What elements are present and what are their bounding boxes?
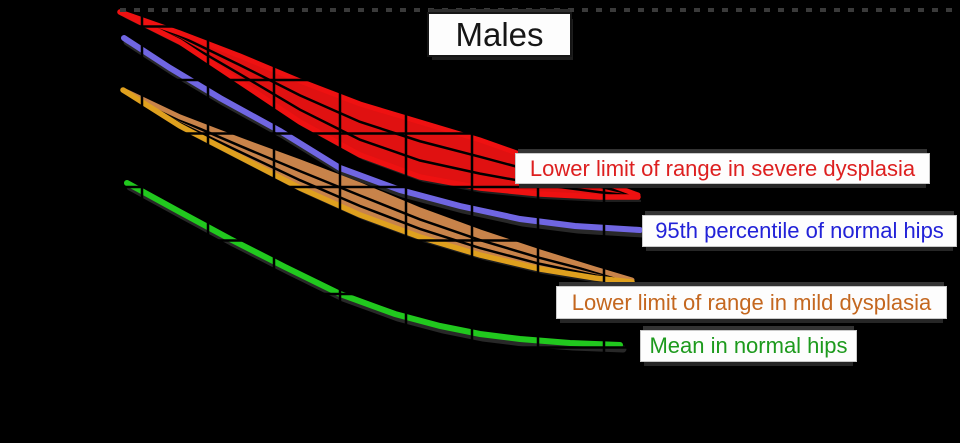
severe-hatch-line (119, 10, 639, 198)
mild-upper-edge-line (120, 87, 635, 283)
mean-line (124, 180, 623, 348)
legend-label-95th-percentile: 95th percentile of normal hips (642, 215, 957, 247)
legend-label-mild-text: Lower limit of range in mild dysplasia (571, 289, 932, 315)
chart-title-box: Males (427, 12, 572, 57)
legend-label-severe-dysplasia: Lower limit of range in severe dysplasia (515, 153, 930, 184)
legend-label-mean-text: Mean in normal hips (649, 333, 848, 358)
mild-lower-limit-line (120, 87, 635, 285)
chart-title: Males (455, 16, 544, 53)
severe-lower-limit-line (117, 9, 641, 200)
legend-label-mild-dysplasia: Lower limit of range in mild dysplasia (556, 286, 947, 319)
p95-line (121, 35, 643, 233)
legend-label-mean-normal: Mean in normal hips (640, 330, 857, 362)
legend-label-p95-text: 95th percentile of normal hips (655, 218, 944, 243)
mild-hatch-line (122, 88, 633, 283)
legend-label-severe-text: Lower limit of range in severe dysplasia (529, 155, 916, 181)
